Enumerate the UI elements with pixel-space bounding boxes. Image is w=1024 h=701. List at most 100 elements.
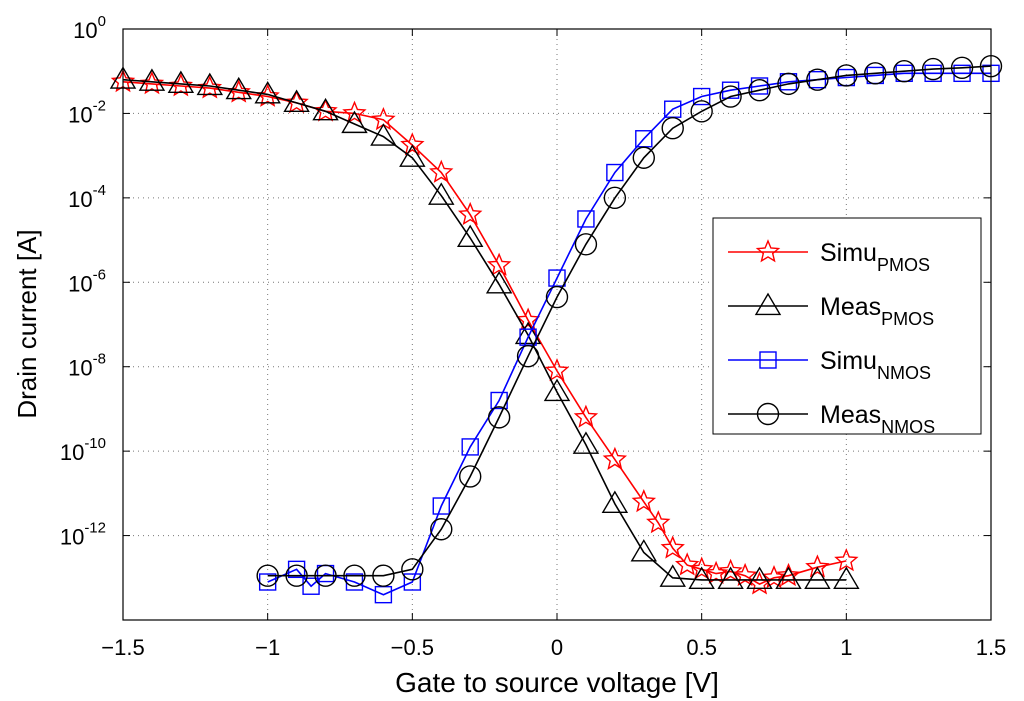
- star-marker: [674, 552, 700, 576]
- x-tick-label: 0: [551, 635, 563, 660]
- triangle-marker: [341, 110, 368, 134]
- legend-entry: MeasNMOS: [728, 401, 935, 437]
- triangle-marker: [833, 566, 860, 589]
- star-marker: [761, 564, 787, 589]
- circle-marker: [632, 146, 655, 169]
- star-marker: [703, 560, 729, 584]
- circle-marker: [401, 558, 424, 581]
- x-axis-label: Gate to source voltage [V]: [395, 667, 719, 698]
- square-marker: [692, 87, 711, 106]
- x-tick-label: 0.5: [686, 635, 717, 660]
- star-marker: [755, 239, 781, 263]
- square-marker: [924, 64, 942, 83]
- square-marker: [953, 64, 971, 83]
- legend-label: MeasNMOS: [820, 401, 935, 437]
- square-marker: [302, 577, 320, 595]
- circle-marker: [487, 406, 511, 429]
- legend-entry: MeasPMOS: [728, 292, 934, 329]
- triangle-marker: [514, 321, 542, 345]
- star-marker: [168, 73, 194, 97]
- triangle-marker: [630, 539, 658, 562]
- y-tick-label: 10-10: [60, 435, 106, 465]
- star-marker: [544, 358, 570, 382]
- circle-marker: [372, 564, 395, 587]
- square-marker: [577, 210, 595, 228]
- x-tick-labels: −1.5 −1 −0.5 0 0.5 1 1.5: [101, 635, 1006, 660]
- x-tick-label: −0.5: [391, 635, 434, 660]
- x-tick-label: −1: [255, 635, 280, 660]
- triangle-marker: [283, 89, 310, 112]
- triangle-marker: [804, 566, 831, 589]
- circle-marker: [690, 100, 713, 123]
- legend-label: MeasPMOS: [820, 293, 934, 329]
- legend-label: SimuNMOS: [820, 347, 931, 383]
- triangle-marker: [572, 431, 600, 454]
- triangle-marker: [485, 271, 513, 294]
- triangle-marker: [225, 76, 252, 100]
- legend-label: SimuPMOS: [820, 239, 930, 275]
- triangle-marker: [196, 72, 224, 96]
- series-meas-pmos: [109, 66, 860, 589]
- y-axis-label: Drain current [A]: [12, 229, 42, 418]
- circle-marker: [756, 402, 780, 426]
- y-tick-label: 10-2: [68, 97, 106, 127]
- circle-marker: [777, 72, 800, 96]
- circle-marker: [661, 117, 684, 140]
- triangle-marker: [456, 224, 484, 248]
- square-marker: [461, 438, 479, 456]
- star-marker: [689, 556, 714, 580]
- triangle-marker: [543, 378, 571, 402]
- circle-marker: [256, 564, 279, 587]
- legend: SimuPMOS MeasPMOS SimuNMOS MeasNMOS: [712, 217, 982, 437]
- triangle-marker: [717, 566, 744, 589]
- y-tick-label: 10-6: [68, 266, 106, 296]
- star-marker: [718, 558, 743, 582]
- series-simu-pmos: [110, 68, 859, 595]
- circle-marker: [806, 68, 829, 91]
- circle-marker: [545, 285, 569, 309]
- square-marker: [808, 70, 827, 89]
- series-layer: [109, 54, 1003, 604]
- legend-box: [712, 217, 982, 435]
- star-marker: [602, 446, 628, 470]
- star-marker: [429, 159, 454, 183]
- triangle-marker: [138, 68, 166, 91]
- circle-marker: [430, 518, 453, 541]
- triangle-marker: [254, 81, 281, 104]
- triangle-marker: [399, 144, 426, 167]
- star-marker: [631, 488, 657, 513]
- y-tick-label: 10-12: [60, 520, 106, 550]
- y-tick-label: 100: [73, 13, 106, 43]
- circle-marker: [516, 344, 540, 368]
- circle-marker: [603, 186, 627, 210]
- triangle-marker: [688, 566, 715, 589]
- star-marker: [834, 548, 859, 572]
- x-tick-label: 1.5: [976, 635, 1007, 660]
- axis-ticks: [122, 28, 992, 620]
- series-line: [122, 78, 847, 581]
- circle-marker: [835, 64, 858, 87]
- triangle-marker: [775, 566, 802, 589]
- triangle-marker: [370, 123, 397, 146]
- star-marker: [515, 307, 541, 331]
- square-marker: [750, 77, 769, 95]
- star-marker: [805, 554, 830, 578]
- star-marker: [573, 404, 599, 428]
- circle-marker: [314, 564, 337, 587]
- triangle-marker: [312, 97, 339, 121]
- triangle-marker: [754, 292, 782, 316]
- circle-marker: [893, 60, 916, 83]
- star-marker: [313, 98, 338, 122]
- star-marker: [342, 100, 367, 124]
- series-meas-nmos: [256, 54, 1003, 587]
- circle-marker: [748, 79, 771, 102]
- legend-entry: SimuPMOS: [728, 239, 930, 275]
- square-marker: [432, 497, 450, 515]
- triangle-marker: [659, 564, 686, 587]
- circle-marker: [285, 564, 308, 587]
- circle-marker: [921, 57, 945, 81]
- circle-marker: [950, 56, 974, 80]
- star-marker: [486, 252, 512, 276]
- y-tick-label: 10-4: [68, 182, 106, 212]
- square-marker: [606, 163, 624, 182]
